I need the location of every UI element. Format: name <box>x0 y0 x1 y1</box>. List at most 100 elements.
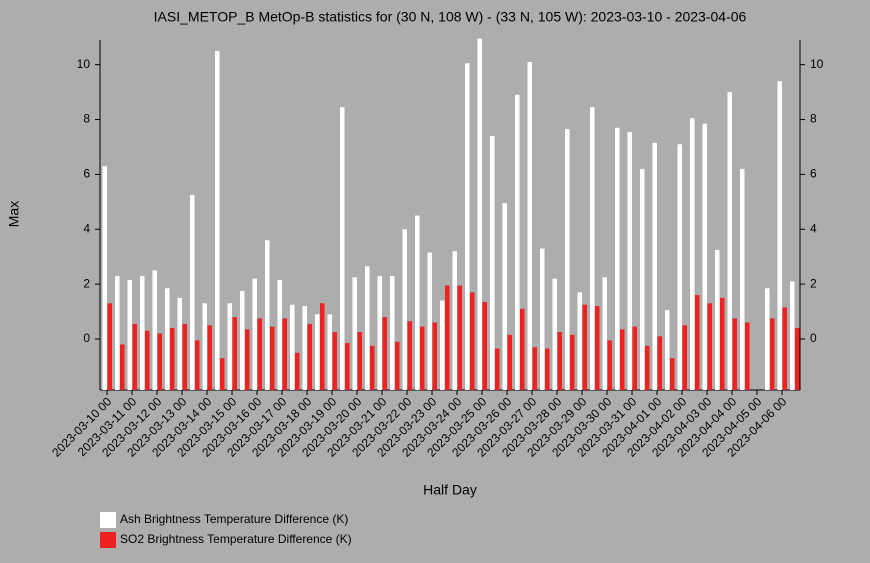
bar <box>220 358 225 390</box>
bar <box>652 142 657 390</box>
legend-swatch <box>100 532 116 548</box>
y-tick-label: 2 <box>810 276 817 290</box>
bar <box>115 275 120 390</box>
bar <box>165 288 170 390</box>
bar <box>177 297 182 390</box>
bar <box>640 168 645 390</box>
bar <box>295 352 300 390</box>
bar <box>432 322 437 390</box>
bar <box>615 127 620 390</box>
bar <box>207 325 212 390</box>
bar <box>320 303 325 390</box>
y-tick-label: 4 <box>83 221 90 235</box>
bar <box>465 63 470 390</box>
bar <box>490 136 495 390</box>
bar <box>407 321 412 390</box>
bar <box>302 306 307 390</box>
bar <box>682 325 687 390</box>
bar <box>520 308 525 390</box>
bar <box>132 323 137 390</box>
bar <box>170 328 175 390</box>
bar <box>657 336 662 390</box>
bar <box>440 300 445 390</box>
bar <box>445 285 450 390</box>
bar <box>595 306 600 390</box>
y-tick-label: 0 <box>810 331 817 345</box>
bar <box>382 317 387 390</box>
bar <box>677 144 682 390</box>
legend-swatch <box>100 512 116 528</box>
bar <box>702 123 707 390</box>
bar <box>665 310 670 390</box>
bar <box>627 131 632 390</box>
bar <box>477 38 482 390</box>
bar <box>265 240 270 390</box>
bar <box>227 303 232 390</box>
legend-label: Ash Brightness Temperature Difference (K… <box>120 512 348 526</box>
bar <box>452 251 457 390</box>
bar <box>402 229 407 390</box>
y-tick-label: 4 <box>810 221 817 235</box>
bar <box>345 343 350 390</box>
bar <box>357 332 362 390</box>
y-tick-label: 10 <box>810 57 824 71</box>
bar <box>670 358 675 390</box>
bar <box>107 303 112 390</box>
bar <box>732 318 737 390</box>
bar <box>327 314 332 390</box>
bar <box>390 275 395 390</box>
bar <box>565 129 570 391</box>
bar <box>257 318 262 390</box>
bar <box>770 318 775 390</box>
bar <box>157 333 162 390</box>
bar <box>152 270 157 390</box>
bar <box>470 292 475 390</box>
bar <box>365 266 370 390</box>
chart-title: IASI_METOP_B MetOp-B statistics for (30 … <box>154 9 747 25</box>
bar <box>352 277 357 390</box>
bar <box>315 314 320 390</box>
bar <box>765 288 770 390</box>
bar <box>515 94 520 390</box>
bar <box>140 275 145 390</box>
bar <box>457 285 462 390</box>
bar <box>195 340 200 390</box>
bar <box>120 344 125 390</box>
bar <box>777 81 782 391</box>
bar <box>270 326 275 390</box>
bar <box>145 330 150 390</box>
bar <box>715 249 720 390</box>
bar <box>690 118 695 390</box>
y-tick-label: 8 <box>83 112 90 126</box>
bar <box>427 252 432 390</box>
bar <box>190 194 195 390</box>
bar <box>532 347 537 390</box>
bar <box>507 334 512 390</box>
bar <box>645 345 650 390</box>
bar <box>602 277 607 390</box>
bar <box>740 168 745 390</box>
bar <box>745 322 750 390</box>
bar <box>527 61 532 390</box>
x-axis-label: Half Day <box>423 482 477 498</box>
bar <box>482 301 487 390</box>
y-tick-label: 2 <box>83 276 90 290</box>
bar <box>620 329 625 390</box>
bar <box>127 280 132 390</box>
bar <box>252 278 257 390</box>
bar <box>720 297 725 390</box>
y-tick-label: 8 <box>810 112 817 126</box>
bar <box>245 329 250 390</box>
bar <box>340 107 345 390</box>
bar <box>307 323 312 390</box>
bar <box>290 304 295 390</box>
bar <box>420 326 425 390</box>
y-tick-label: 10 <box>77 57 91 71</box>
bar <box>395 341 400 390</box>
bar <box>632 326 637 390</box>
bar <box>540 248 545 390</box>
bar <box>277 280 282 390</box>
bar <box>202 303 207 390</box>
bar <box>582 304 587 390</box>
